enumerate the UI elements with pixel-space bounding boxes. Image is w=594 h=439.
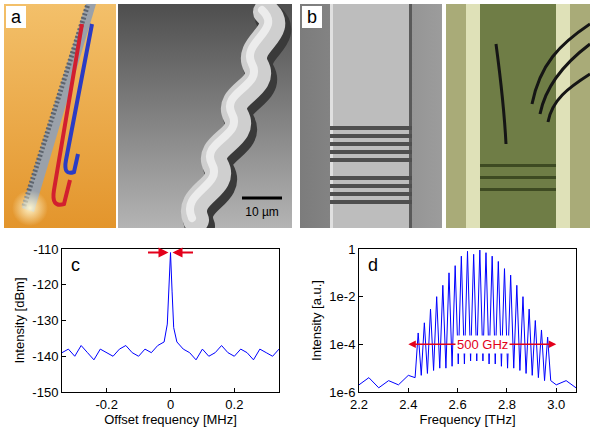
svg-text:0.2: 0.2	[225, 397, 243, 412]
svg-text:-110: -110	[33, 242, 58, 257]
svg-text:1e-4: 1e-4	[329, 337, 355, 352]
svg-text:d: d	[368, 255, 378, 275]
svg-text:Intensity [a.u.]: Intensity [a.u.]	[309, 280, 324, 361]
svg-text:a: a	[11, 7, 22, 27]
svg-text:1e-6: 1e-6	[329, 385, 355, 400]
svg-text:c: c	[71, 255, 80, 275]
svg-text:2.6: 2.6	[449, 397, 467, 412]
svg-text:-150: -150	[32, 385, 58, 400]
svg-text:10 µm: 10 µm	[245, 205, 279, 219]
svg-text:-140: -140	[32, 349, 58, 364]
svg-text:b: b	[307, 7, 317, 27]
svg-text:Offset frequency [MHz]: Offset frequency [MHz]	[104, 412, 237, 427]
svg-text:1e-2: 1e-2	[329, 289, 355, 304]
svg-text:2.4: 2.4	[399, 397, 417, 412]
svg-text:500 GHz: 500 GHz	[457, 337, 508, 352]
svg-text:2.8: 2.8	[498, 397, 516, 412]
svg-text:0: 0	[167, 397, 174, 412]
svg-text:-0.2: -0.2	[95, 397, 117, 412]
svg-text:Intensity [dBm]: Intensity [dBm]	[12, 278, 27, 364]
svg-text:1: 1	[348, 242, 355, 257]
svg-text:2.2: 2.2	[350, 397, 368, 412]
svg-text:-120: -120	[32, 277, 58, 292]
svg-text:Frequency [THz]: Frequency [THz]	[419, 412, 515, 427]
svg-text:3.0: 3.0	[547, 397, 565, 412]
svg-text:-130: -130	[32, 313, 58, 328]
